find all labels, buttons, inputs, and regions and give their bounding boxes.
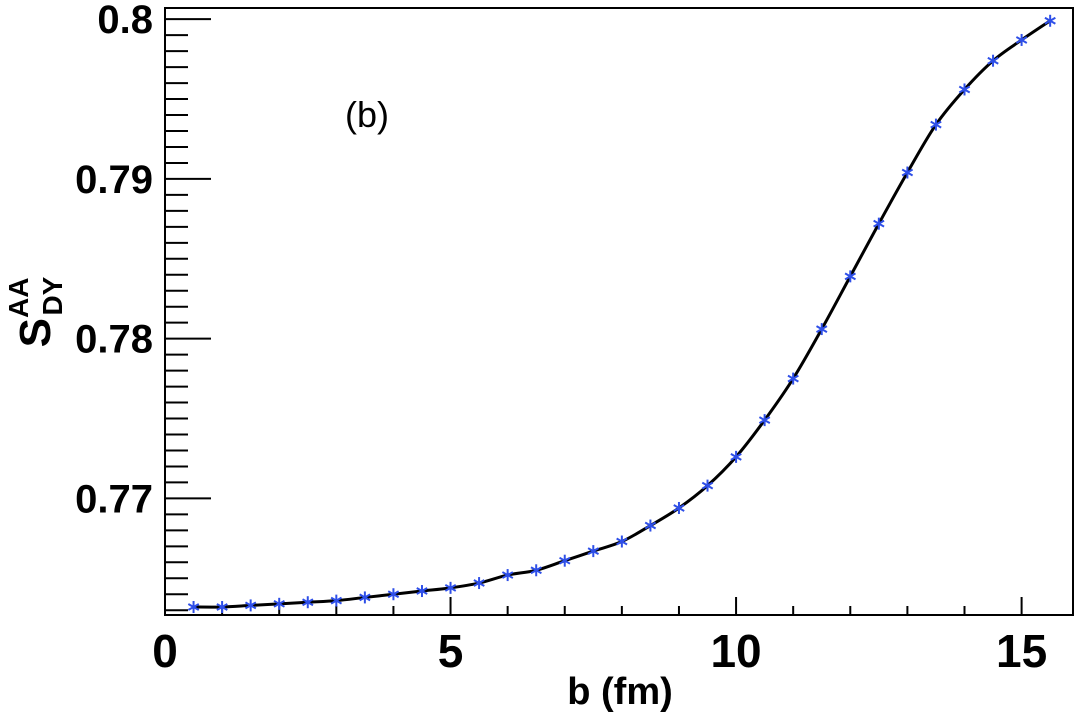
series-line — [193, 19, 1051, 609]
x-axis-label: b (fm) — [567, 671, 673, 713]
data-point — [930, 118, 942, 131]
data-point — [330, 594, 343, 607]
annotation-label: (b) — [345, 94, 389, 135]
data-point — [873, 217, 885, 230]
data-point — [501, 569, 514, 582]
data-point — [758, 414, 771, 427]
data-point — [673, 501, 685, 514]
data-point — [387, 588, 400, 601]
data-point — [416, 585, 428, 598]
data-point — [1015, 33, 1028, 46]
data-point — [1044, 14, 1056, 27]
data-point — [787, 372, 799, 385]
data-point — [444, 581, 457, 594]
data-point — [359, 591, 371, 604]
data-point — [559, 554, 571, 567]
y-tick-label: 0.8 — [97, 0, 153, 42]
data-point — [816, 323, 828, 336]
y-axis-label-base: S — [11, 318, 60, 347]
y-tick-labels: 0.77 0.78 0.79 0.8 — [75, 0, 153, 521]
y-tick-label: 0.77 — [75, 477, 153, 521]
data-point — [273, 597, 285, 610]
data-point — [587, 545, 600, 558]
y-tick-label: 0.78 — [75, 318, 153, 362]
data-point — [644, 519, 657, 532]
x-tick-label: 15 — [996, 625, 1047, 677]
data-point — [616, 535, 628, 548]
plot-frame — [164, 7, 1074, 616]
data-markers — [187, 14, 1056, 614]
x-tick-label: 5 — [438, 625, 464, 677]
data-point — [302, 596, 314, 609]
data-point — [901, 166, 914, 179]
data-point — [530, 564, 542, 577]
data-point — [730, 450, 742, 463]
y-axis-label: SAA DY — [3, 276, 68, 347]
y-tick-label: 0.79 — [75, 158, 153, 202]
data-point — [844, 270, 857, 283]
y-axis-label-subscript: DY — [37, 276, 68, 315]
data-point — [701, 479, 714, 492]
axis-ticks — [164, 18, 1023, 615]
data-point — [244, 599, 257, 612]
y-axis-label-superscript: AA — [3, 278, 34, 318]
data-point — [216, 601, 228, 614]
x-tick-label: 10 — [710, 625, 761, 677]
data-point — [473, 577, 485, 590]
data-point — [187, 601, 200, 614]
x-tick-labels: 0 5 10 15 — [152, 625, 1047, 677]
x-tick-label: 0 — [152, 625, 178, 677]
data-point — [987, 54, 999, 67]
data-point — [958, 83, 971, 96]
